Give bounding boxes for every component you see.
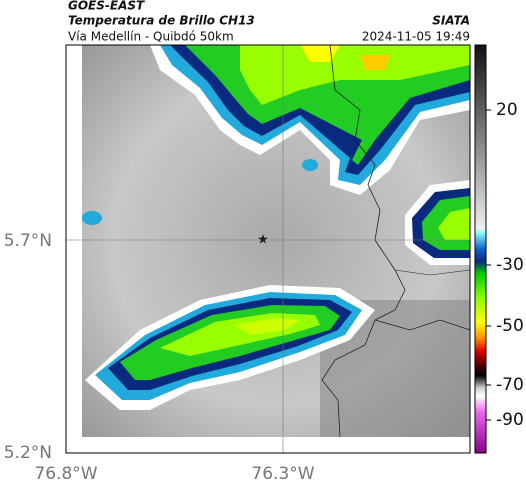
colorbar-label: -50: [496, 316, 524, 336]
brand: SIATA: [432, 14, 470, 28]
lon-label: 76.8°W: [34, 464, 97, 484]
colorbar-label: 20: [496, 100, 518, 120]
lat-label: 5.2°N: [4, 443, 52, 463]
colorbar-label: -30: [496, 255, 524, 275]
lon-label: 76.3°W: [251, 464, 314, 484]
source-label: GOES-EAST: [68, 0, 145, 13]
title: Temperatura de Brillo CH13: [68, 14, 255, 28]
graticule: [65, 44, 471, 454]
lat-label: 5.7°N: [4, 231, 52, 251]
datetime: 2024-11-05 19:49: [362, 30, 470, 44]
subtitle: Vía Medellín - Quibdó 50km: [68, 30, 234, 44]
colorbar: 20 -30 -50 -70 -90: [474, 44, 524, 454]
satellite-image: ★: [82, 44, 471, 438]
colorbar-label: -70: [496, 375, 524, 395]
colorbar-label: -90: [496, 410, 524, 430]
